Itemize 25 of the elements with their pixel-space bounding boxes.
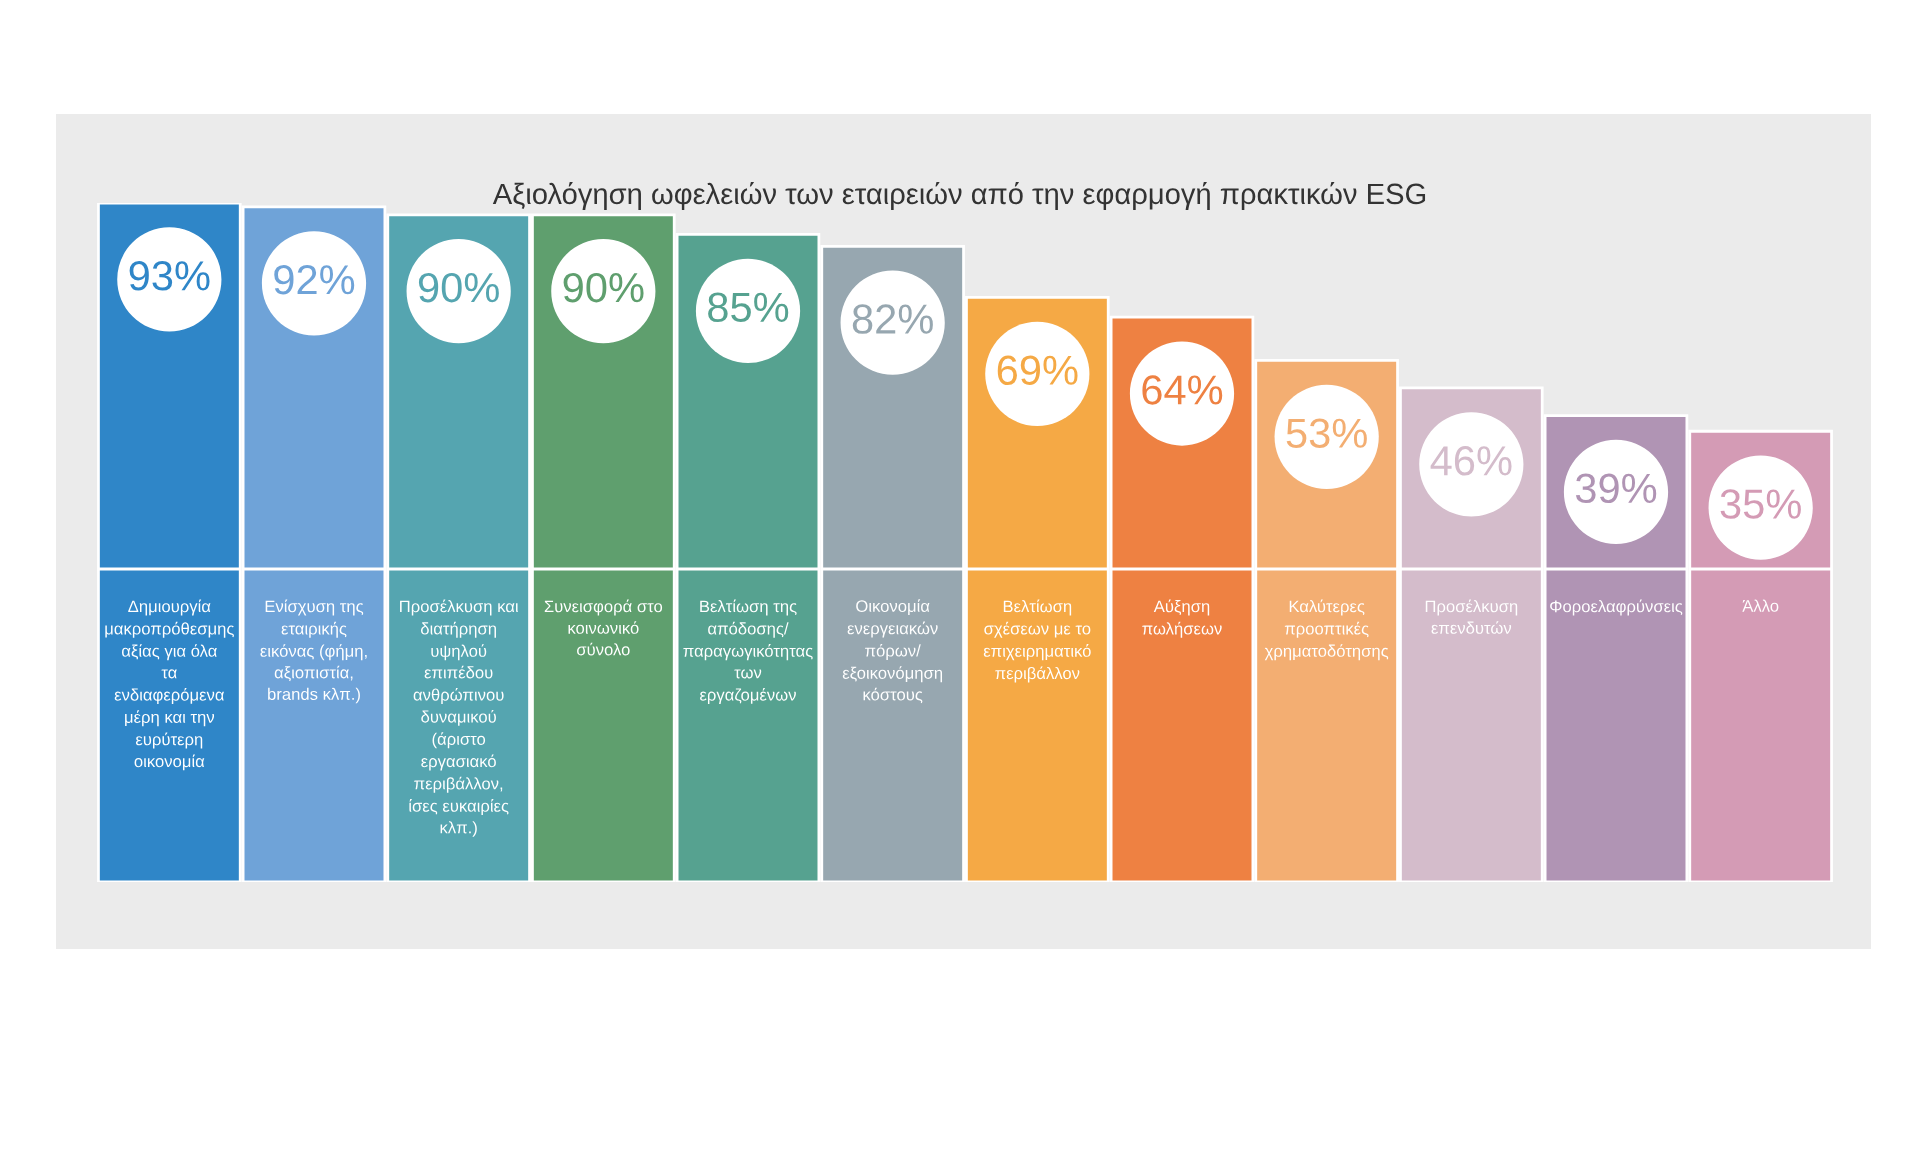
x-tick-label: Βελτίωση της απόδοσης/ παραγωγικότητας των εργαζομένων bbox=[683, 599, 813, 705]
data-label: 35% bbox=[1720, 489, 1801, 519]
x-tick-label: Δημιουργία μακροπρόθεσμης αξίας για όλα τα ενδιαφερόμενα μέρη και την ευρύτερη οικονομία bbox=[105, 599, 234, 771]
x-tick-label: Αύξηση πωλήσεων bbox=[1142, 599, 1222, 638]
data-label: 85% bbox=[708, 292, 789, 323]
x-tick-label: Ενίσχυση της εταιρικής εικόνας (φήμη, αξιοπιστία, brands κλπ.) bbox=[260, 599, 367, 704]
x-tick-label: Βελτίωση σχέσεων με το επιχειρηματικό περιβάλλον bbox=[983, 599, 1091, 683]
data-label: 90% bbox=[563, 272, 644, 303]
data-label: 64% bbox=[1142, 375, 1223, 405]
x-tick-label: Καλύτερες προοπτικές χρηματοδότησης bbox=[1264, 599, 1389, 661]
data-label: 46% bbox=[1430, 446, 1512, 476]
data-label: 69% bbox=[997, 355, 1078, 386]
data-label: 93% bbox=[129, 261, 210, 291]
data-label: 39% bbox=[1575, 473, 1657, 504]
data-label: 92% bbox=[274, 265, 355, 295]
category-label: Προσέλκυση και διατήρηση υψηλού επιπέδου ανθρώπινου δυναμικού (άριστο εργασιακό περιβάλλον, ίσες ευκαιρίες κλπ.) bbox=[400, 599, 519, 837]
data-label: 90% bbox=[418, 272, 499, 303]
data-label: 82% bbox=[852, 304, 933, 334]
x-tick-label: Άλλο bbox=[1742, 599, 1779, 612]
x-tick-label: Συνεισφορά στο κοινωνικό σύνολο bbox=[544, 599, 663, 656]
x-tick-label: Οικονομία ενεργειακών πόρων/ εξοικονόμηση κόστους bbox=[842, 599, 943, 704]
chart-title: Αξιολόγηση ωφελειών των εταιρειών από την εφαρμογή πρακτικών ESG bbox=[492, 181, 1426, 211]
x-tick-label: Φοροελαφρύνσεις bbox=[1550, 599, 1683, 616]
data-label: 53% bbox=[1286, 418, 1367, 448]
x-tick-label: Προσέλκυση επενδυτών bbox=[1425, 599, 1518, 634]
